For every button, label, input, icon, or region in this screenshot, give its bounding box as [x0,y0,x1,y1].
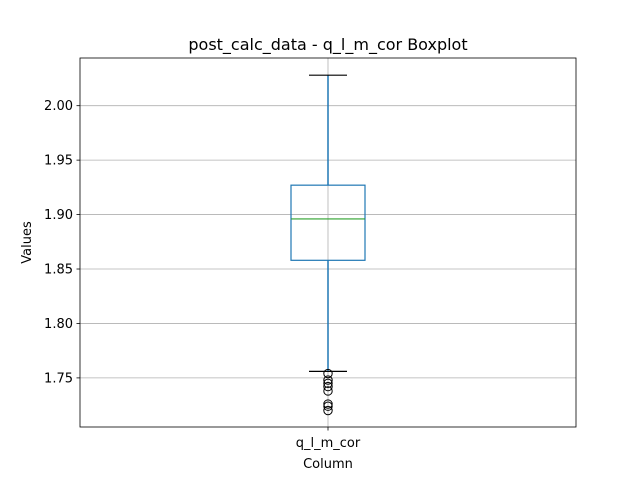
y-tick-label: 1.75 [44,371,73,386]
outlier-point [323,375,333,385]
outlier-point [323,399,333,409]
tick-layer: 1.75 1.80 1.85 1.90 1.95 2.00 q_l_m_cor [44,99,361,451]
y-tick-label: 1.90 [44,208,73,223]
outlier-point [323,405,333,416]
outlier-point [323,378,333,389]
iqr-box [290,184,366,261]
outlier-point [323,401,333,411]
y-axis-label: Values [20,221,35,264]
plot-layer [290,74,366,416]
y-tick-label: 1.85 [44,263,73,278]
outlier-point [323,386,333,396]
outlier-point [323,368,333,379]
outlier-point [323,381,333,392]
x-axis-label: Column [303,457,353,472]
x-tick-label: q_l_m_cor [296,436,361,451]
y-tick-label: 1.80 [44,317,73,332]
y-tick-label: 2.00 [44,99,73,114]
y-tick-label: 1.95 [44,154,73,169]
chart-title: post_calc_data - q_l_m_cor Boxplot [188,35,467,55]
